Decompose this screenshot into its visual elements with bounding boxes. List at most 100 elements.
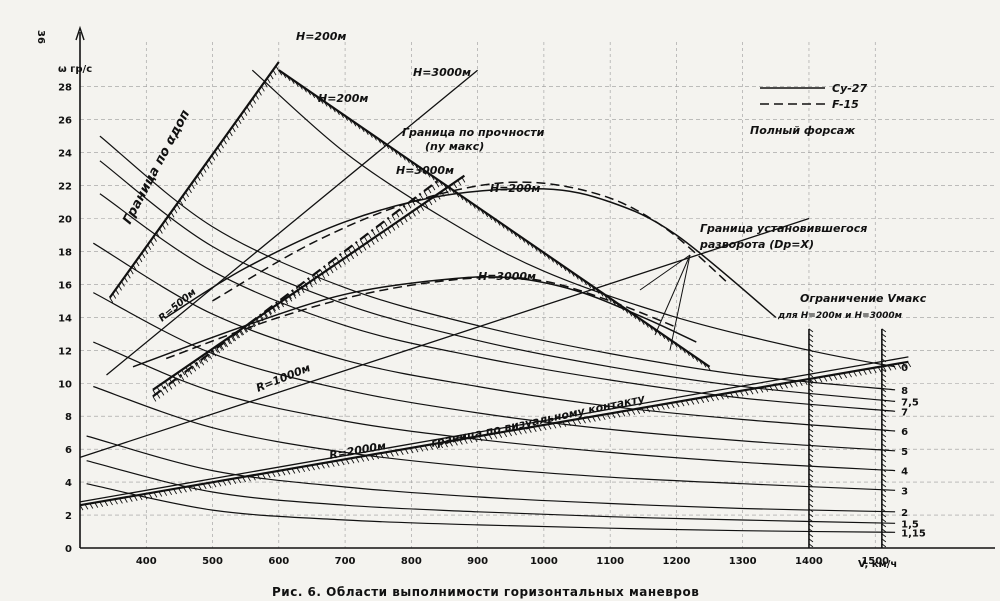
vmax-limit-hatch (881, 463, 887, 468)
boundary-hatch (315, 95, 320, 101)
boundary-hatch (264, 311, 268, 318)
annotation-r500: R=500м (157, 287, 199, 324)
vmax-limit-hatch (808, 448, 814, 453)
x-tick-label: 400 (136, 556, 157, 567)
boundary-hatch (444, 441, 448, 448)
boundary-hatch (109, 499, 113, 506)
boundary-hatch (862, 369, 867, 375)
boundary-hatch (729, 392, 734, 398)
boundary-hatch (562, 421, 567, 427)
boundary-hatch (359, 239, 364, 245)
boundary-hatch (694, 356, 699, 362)
load-factor-label: 0 (901, 363, 908, 374)
boundary-hatch (290, 78, 295, 84)
boundary-hatch (414, 446, 419, 453)
vmax-limit-hatch (881, 348, 887, 353)
boundary-hatch (595, 288, 600, 294)
vmax-limit-hatch (808, 538, 814, 543)
load-factor-curve (86, 460, 896, 524)
boundary-hatch (319, 98, 324, 104)
leader-line (669, 254, 691, 351)
boundary-hatch (223, 138, 227, 145)
boundary-hatch (734, 391, 739, 398)
boundary-hatch (170, 212, 175, 218)
boundary-hatch (280, 299, 284, 306)
vmax-limit-hatch (881, 458, 887, 463)
boundary-hatch (517, 234, 522, 240)
boundary-hatch (327, 263, 332, 269)
boundary-hatch (247, 475, 251, 482)
curve-labels: 0 87,57 6 5 4 3 21,51,15 (639, 87, 926, 539)
boundary-line (152, 179, 439, 398)
vmax-limit-hatch (881, 428, 887, 433)
legend-entry-su27: Су-27 (832, 82, 867, 95)
boundary-hatch (552, 423, 557, 429)
boundary-hatch (210, 349, 214, 356)
boundary-hatch (365, 455, 370, 461)
vmax-limit-hatch (808, 413, 814, 418)
boundary-hatch (132, 264, 137, 271)
boundary-hatch (492, 217, 497, 223)
vmax-limit-hatch (881, 343, 887, 348)
boundary-hatch (436, 194, 441, 200)
load-factor-label: 2 (901, 508, 908, 519)
boundary-hatch (420, 205, 425, 211)
boundary-hatch (631, 409, 636, 415)
boundary-hatch (393, 149, 398, 155)
boundary-hatch (261, 473, 266, 479)
boundary-hatch (281, 469, 286, 476)
annotation-h3000-mid: H=3000м (396, 164, 454, 177)
boundary-hatch (193, 179, 198, 185)
boundary-hatch (902, 362, 907, 369)
boundary-hatch (227, 479, 232, 485)
boundary-hatch (675, 401, 680, 408)
boundary-hatch (682, 347, 686, 354)
boundary-hatch (407, 213, 412, 220)
vmax-limit-hatch (808, 463, 814, 468)
boundary-hatch (177, 372, 182, 379)
boundary-hatch (263, 82, 268, 88)
curves (79, 69, 909, 533)
boundary-hatch (180, 375, 185, 381)
boundary-hatch (292, 293, 297, 299)
load-factor-label: 8 (901, 386, 908, 397)
x-tick-label: 1500 (861, 556, 889, 567)
radius-line (79, 217, 810, 459)
boundary-hatch (779, 383, 783, 390)
boundary-hatch (656, 405, 660, 411)
boundary-hatch (626, 410, 631, 416)
boundary-hatch (725, 393, 729, 399)
boundary-hatch (173, 488, 177, 495)
vmax-limit-hatch (881, 368, 887, 373)
y-tick-label: 2 (65, 511, 72, 522)
x-tick-label: 1200 (663, 556, 691, 567)
boundary-hatch (457, 179, 462, 186)
boundary-hatch (395, 222, 400, 228)
boundary-hatch (542, 424, 547, 431)
boundary-hatch (435, 181, 440, 188)
boundary-hatch (599, 291, 604, 297)
boundary-hatch (754, 388, 759, 394)
boundary-hatch (188, 369, 193, 375)
boundary-hatch (199, 171, 204, 177)
boundary-hatch (715, 394, 719, 401)
y-tick-label: 18 (58, 247, 72, 258)
boundary-hatch (700, 397, 705, 403)
boundary-hatch (255, 318, 260, 325)
boundary-hatch (243, 327, 247, 333)
boundary-hatch (566, 268, 571, 274)
vmax-limit-hatch (881, 498, 887, 503)
boundary-hatch (369, 132, 373, 138)
y-tick-label: 28 (58, 83, 72, 94)
vmax-limit-hatch (881, 328, 887, 333)
boundary-hatch (554, 259, 559, 266)
boundary-hatch (156, 232, 160, 238)
vmax-limit-hatch (808, 418, 814, 423)
boundary-hatch (527, 427, 532, 433)
boundary-hatch (532, 426, 537, 432)
boundary-hatch (325, 270, 330, 277)
vmax-limit-hatch (808, 483, 814, 488)
vmax-limit-hatch (808, 368, 814, 373)
boundary-hatch (193, 361, 198, 367)
boundary-hatch (197, 484, 202, 490)
